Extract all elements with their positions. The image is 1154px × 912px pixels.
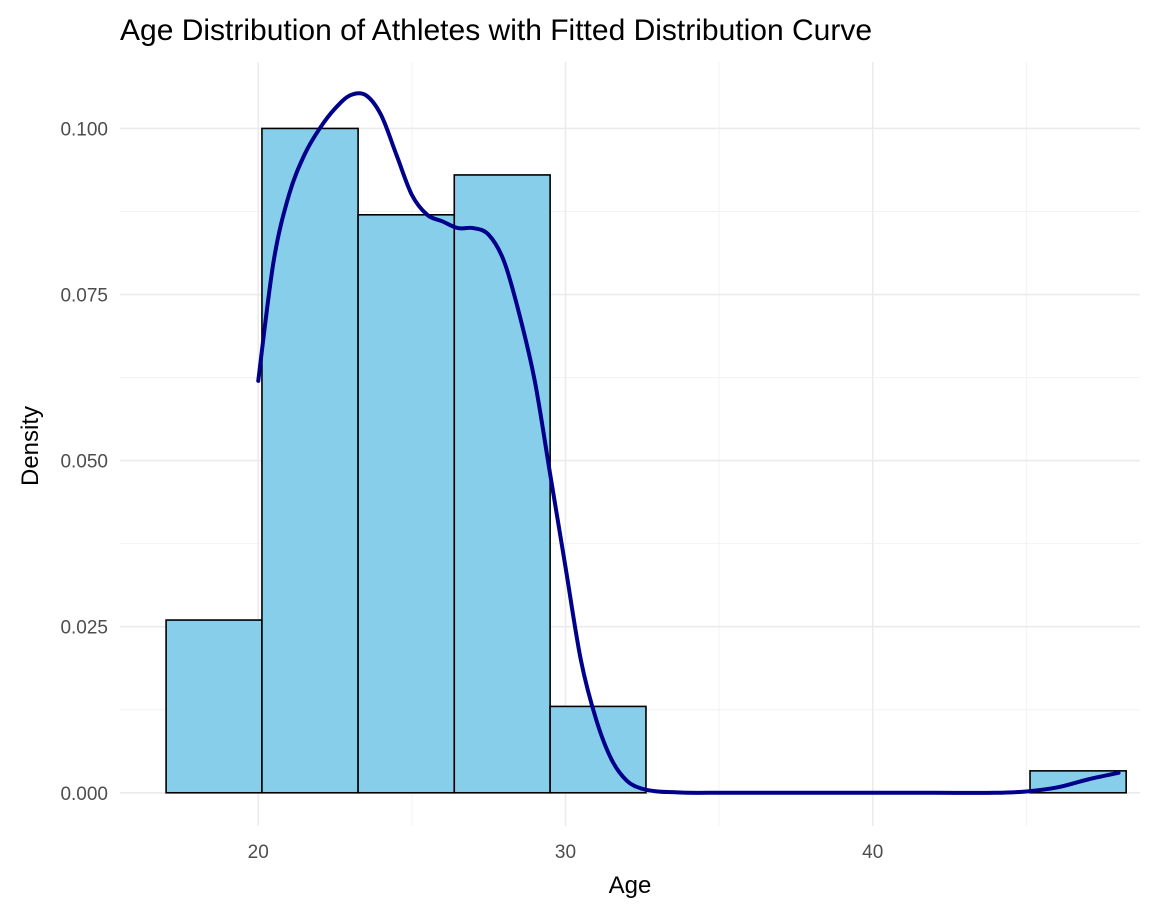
x-tick-label: 30 [555, 842, 576, 863]
histogram-bar [261, 127, 359, 794]
histogram-bars [165, 127, 1127, 794]
y-tick-label: 0.075 [60, 286, 108, 307]
y-tick-label: 0.100 [60, 119, 108, 140]
y-axis-title: Density [17, 406, 44, 486]
y-tick-label: 0.000 [60, 784, 108, 805]
histogram-bar [165, 619, 263, 794]
density-curve [256, 91, 1121, 795]
y-tick-label: 0.025 [60, 618, 108, 639]
x-tick-label: 20 [248, 842, 269, 863]
y-tick-label: 0.050 [60, 452, 108, 473]
histogram-bar [357, 214, 456, 794]
histogram-bar [453, 174, 551, 794]
x-tick-label: 40 [862, 842, 883, 863]
chart-title: Age Distribution of Athletes with Fitted… [120, 14, 872, 47]
x-axis-title: Age [609, 872, 652, 899]
y-axis-ticks: 0.000 0.025 0.050 0.075 0.100 [60, 119, 108, 804]
x-axis-ticks: 20 30 40 [248, 842, 884, 863]
